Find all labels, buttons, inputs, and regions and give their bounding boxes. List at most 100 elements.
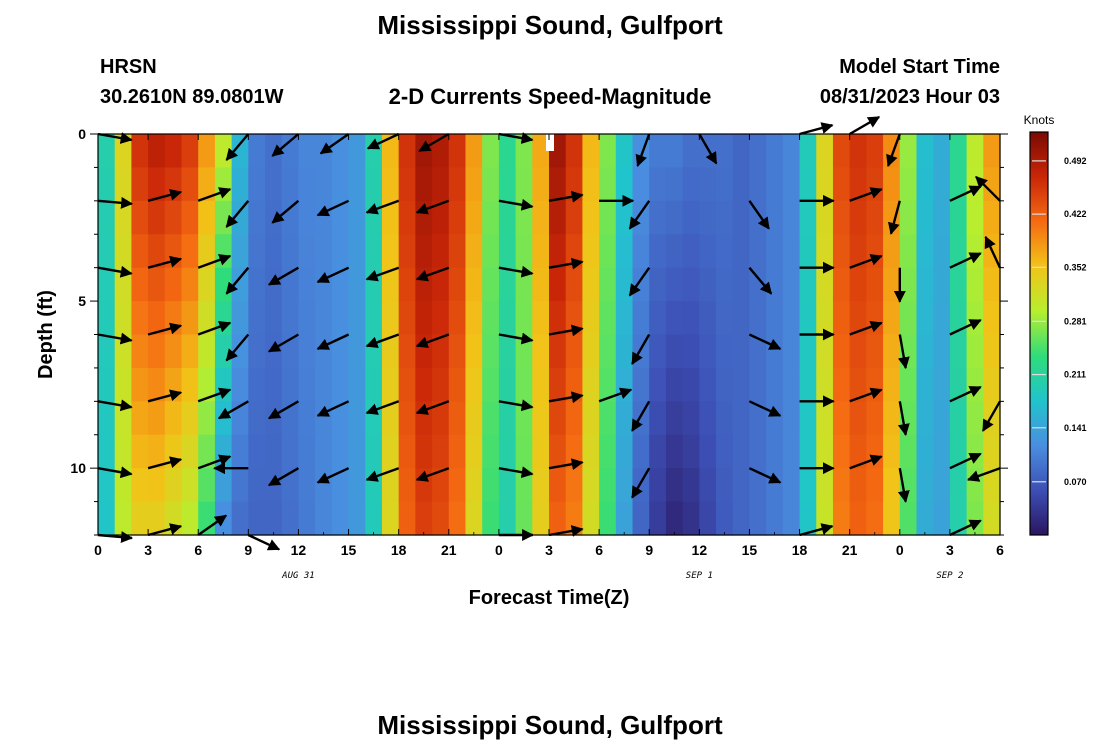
heatmap-cell <box>415 367 433 402</box>
heatmap-cell <box>832 401 851 436</box>
heatmap-cell <box>966 501 984 536</box>
heatmap-cell <box>181 401 199 436</box>
heatmap-cell <box>131 367 149 402</box>
heatmap-cell <box>916 334 934 369</box>
heatmap-cell <box>933 468 951 503</box>
heatmap-cell <box>799 200 817 235</box>
heatmap-cell <box>231 468 249 503</box>
heatmap-cell <box>214 134 233 169</box>
heatmap-cell <box>883 234 901 269</box>
x-tick-label: 6 <box>194 542 202 558</box>
heatmap-cell <box>281 434 300 469</box>
heatmap-cell <box>432 401 450 436</box>
heatmap-cell <box>315 200 333 235</box>
heatmap-cell <box>599 167 617 202</box>
heatmap-cell <box>699 334 717 369</box>
heatmap-cell <box>298 401 316 436</box>
heatmap-cell <box>98 434 116 469</box>
heatmap-cell <box>933 334 951 369</box>
heatmap-cell <box>148 234 166 269</box>
heatmap-cell <box>198 267 216 302</box>
heatmap-cell <box>415 334 433 369</box>
heatmap-cell <box>916 234 934 269</box>
heatmap-cell <box>415 134 433 169</box>
heatmap-cell <box>148 401 166 436</box>
heatmap-cell <box>699 434 717 469</box>
heatmap-cell <box>966 367 984 402</box>
heatmap-cell <box>515 434 533 469</box>
heatmap-cell <box>181 367 199 402</box>
heatmap-cell <box>766 267 784 302</box>
heatmap-cell <box>432 367 450 402</box>
heatmap-cell <box>565 468 583 503</box>
x-tick-label: 12 <box>291 542 307 558</box>
heatmap-cell <box>448 200 467 235</box>
current-arrow <box>631 333 651 365</box>
heatmap-cell <box>98 200 116 235</box>
heatmap-cell <box>916 200 934 235</box>
heatmap-cell <box>933 434 951 469</box>
current-arrow <box>225 200 250 228</box>
heatmap-cell <box>265 468 283 503</box>
heatmap-cell <box>649 468 667 503</box>
heatmap-cell <box>415 501 433 536</box>
heatmap-cell <box>415 301 433 336</box>
heatmap-cell <box>381 468 400 503</box>
heatmap-cell <box>699 401 717 436</box>
missing-data-cell <box>546 134 554 151</box>
heatmap-cell <box>599 200 617 235</box>
heatmap-cell <box>214 401 233 436</box>
heatmap-cell <box>315 167 333 202</box>
current-arrow <box>748 266 773 295</box>
current-arrow <box>548 324 584 337</box>
heatmap-cell <box>148 301 166 336</box>
heatmap-cell <box>632 301 650 336</box>
heatmap-cell <box>131 401 149 436</box>
heatmap-cell <box>281 501 300 536</box>
heatmap-cell <box>682 234 700 269</box>
heatmap-cell <box>315 401 333 436</box>
heatmap-cell <box>398 301 416 336</box>
heatmap-cell <box>398 468 416 503</box>
heatmap-cell <box>181 200 199 235</box>
current-arrow <box>271 199 300 224</box>
heatmap-cell <box>849 468 867 503</box>
heatmap-cell <box>265 401 283 436</box>
heatmap-cell <box>98 501 116 536</box>
heatmap-cell <box>315 434 333 469</box>
heatmap-cell <box>716 367 734 402</box>
heatmap-cell <box>732 134 751 169</box>
heatmap-cell <box>465 167 483 202</box>
heatmap-cell <box>682 334 700 369</box>
current-arrow <box>498 399 534 412</box>
heatmap-cell <box>248 167 266 202</box>
heatmap-cell <box>415 401 433 436</box>
heatmap-cell <box>649 501 667 536</box>
colorbar-tick-label: 0.211 <box>1064 370 1086 380</box>
heatmap-cell <box>832 501 851 536</box>
heatmap-cell <box>615 301 634 336</box>
heatmap-cell <box>899 434 918 469</box>
heatmap-cell <box>849 301 867 336</box>
heatmap-cell <box>966 267 984 302</box>
heatmap-cell <box>148 501 166 536</box>
heatmap-cell <box>615 234 634 269</box>
heatmap-cell <box>799 501 817 536</box>
current-vectors <box>97 115 1002 551</box>
heatmap-cell <box>348 401 366 436</box>
heatmap-cell <box>164 334 183 369</box>
current-arrow <box>197 514 228 536</box>
colorbar-tick-label: 0.070 <box>1064 477 1087 487</box>
current-arrow <box>949 252 982 269</box>
heatmap-cell <box>214 200 233 235</box>
heatmap-cell <box>465 234 483 269</box>
heatmap-cell <box>398 167 416 202</box>
heatmap-cell <box>265 367 283 402</box>
heatmap-cell <box>315 501 333 536</box>
heatmap-cell <box>131 134 149 169</box>
current-arrow <box>981 400 1002 432</box>
x-tick-label: 21 <box>842 542 858 558</box>
heatmap-cell <box>665 401 684 436</box>
heatmap-cell <box>766 134 784 169</box>
heatmap-cell <box>732 267 751 302</box>
